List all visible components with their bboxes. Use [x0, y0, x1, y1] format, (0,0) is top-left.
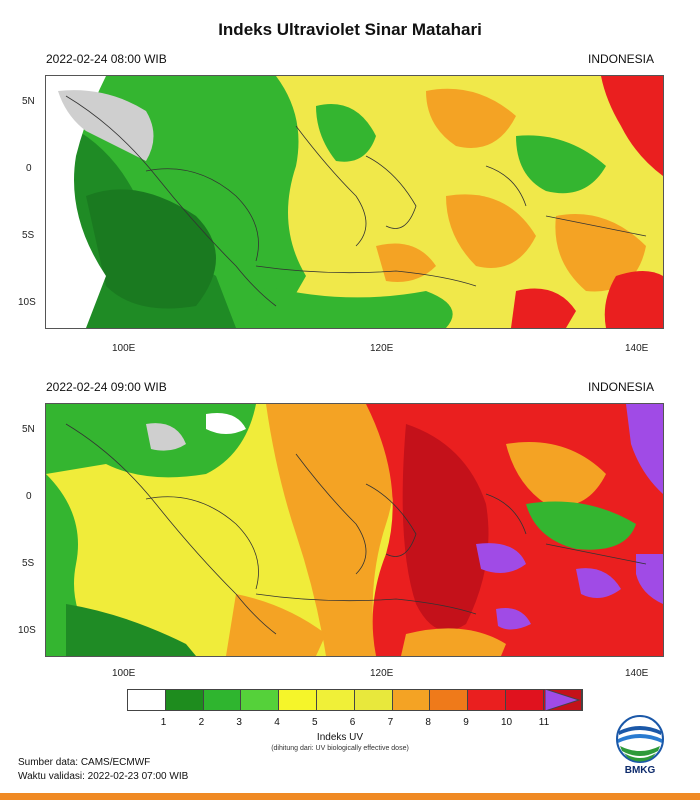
- panel2-lat-10s: 10S: [18, 625, 36, 636]
- colorbar-swatch: [505, 690, 544, 710]
- panel1-region: INDONESIA: [588, 52, 655, 66]
- colorbar-swatch: [203, 690, 242, 710]
- panel2-lon-140e: 140E: [625, 668, 649, 679]
- page-title: Indeks Ultraviolet Sinar Matahari: [218, 20, 482, 39]
- uv-colorbar: [127, 689, 583, 711]
- legend-title: Indeks UV: [316, 732, 364, 743]
- colorbar-swatch: [165, 690, 204, 710]
- uv-colorbar-extend-arrow: [545, 689, 581, 711]
- legend-subtitle: (dihitung dari: UV biologically effectiv…: [271, 745, 409, 752]
- panel2-datetime: 2022-02-24 09:00 WIB: [46, 380, 167, 394]
- colorbar-swatch: [279, 690, 317, 710]
- uv-map-0900-field: [46, 404, 663, 656]
- colorbar-tick-label: 8: [425, 717, 431, 728]
- colorbar-tick-label: 4: [274, 717, 280, 728]
- footer-validity: Waktu validasi: 2022-02-23 07:00 WIB: [18, 771, 189, 782]
- panel1-lat-0: 0: [26, 163, 32, 174]
- colorbar-swatch: [392, 690, 431, 710]
- colorbar-tick-label: 6: [349, 717, 356, 728]
- colorbar-swatch: [354, 690, 393, 710]
- colorbar-tick-label: 3: [236, 717, 242, 728]
- colorbar-tick-label: 11: [538, 717, 550, 728]
- panel1-lon-100e: 100E: [112, 343, 136, 354]
- colorbar-tick-label: 7: [387, 717, 394, 728]
- panel2-lat-0: 0: [26, 491, 32, 502]
- bmkg-logo-icon: [616, 715, 664, 763]
- panel2-lat-5s: 5S: [22, 558, 35, 569]
- colorbar-tick-label: 1: [160, 717, 167, 728]
- bmkg-logo-text: BMKG: [624, 765, 656, 776]
- panel2-lon-120e: 120E: [370, 668, 394, 679]
- colorbar-swatch: [241, 690, 280, 710]
- panel1-datetime: 2022-02-24 08:00 WIB: [46, 52, 167, 66]
- panel2-lon-100e: 100E: [112, 668, 136, 679]
- panel1-lat-5s: 5S: [22, 230, 35, 241]
- panel1-lon-120e: 120E: [370, 343, 394, 354]
- colorbar-tick-label: 5: [312, 717, 318, 728]
- colorbar-tick-label: 9: [463, 717, 469, 728]
- panel1-lon-140e: 140E: [625, 343, 649, 354]
- colorbar-tick-label: 10: [501, 717, 513, 728]
- colorbar-swatch: [128, 690, 166, 710]
- panel1-lat-5n: 5N: [22, 96, 35, 107]
- uv-map-0800: [45, 75, 664, 329]
- panel1-lat-10s: 10S: [18, 297, 36, 308]
- footer-source: Sumber data: CAMS/ECMWF: [18, 757, 151, 768]
- colorbar-swatch: [316, 690, 355, 710]
- panel2-region: INDONESIA: [588, 380, 655, 394]
- colorbar-tick-label: 2: [198, 717, 205, 728]
- colorbar-swatch: [430, 690, 469, 710]
- panel2-lat-5n: 5N: [22, 424, 35, 435]
- uv-map-0900: [45, 403, 664, 657]
- colorbar-swatch: [468, 690, 506, 710]
- uv-map-0800-field: [46, 76, 663, 328]
- bottom-accent-bar: [0, 793, 700, 800]
